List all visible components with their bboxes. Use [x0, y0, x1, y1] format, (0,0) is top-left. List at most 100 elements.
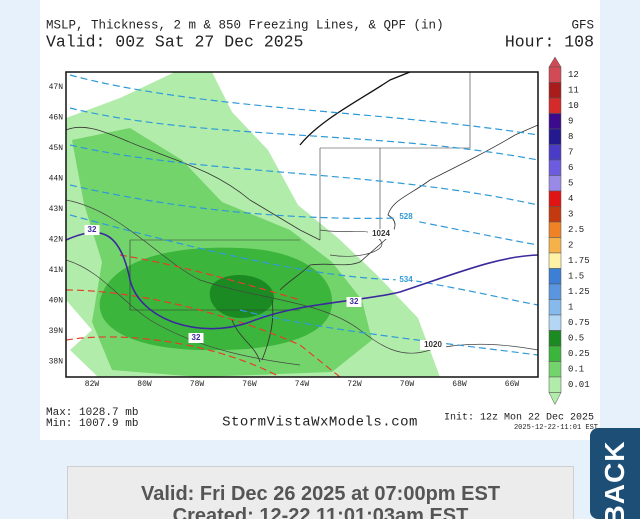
lon-label: 70W	[400, 380, 415, 389]
colorbar-label: 9	[568, 117, 573, 127]
freezing-line	[65, 289, 341, 378]
colorbar-swatch	[548, 206, 562, 223]
map-label: 32	[350, 297, 359, 306]
colorbar-label: 1.5	[568, 272, 584, 282]
lat-label: 44N	[49, 175, 64, 184]
freezing-line-850	[65, 231, 539, 330]
colorbar-swatch	[548, 190, 562, 207]
lon-label: 74W	[295, 380, 310, 389]
colorbar-swatch	[548, 299, 562, 316]
label-box	[84, 225, 100, 235]
info-box: Valid: Fri Dec 26 2025 at 07:00pm EST Cr…	[67, 466, 574, 519]
thickness-line	[69, 74, 539, 136]
colorbar-swatch	[548, 66, 562, 83]
colorbar-label: 0.25	[568, 349, 590, 359]
freezing-line	[119, 254, 301, 301]
lat-label: 40N	[49, 297, 64, 306]
border	[299, 71, 411, 146]
label-box	[395, 212, 417, 222]
model-name: GFS	[571, 18, 594, 32]
map-label: 32	[88, 225, 97, 234]
border	[65, 126, 321, 241]
label-box	[420, 340, 446, 350]
colorbar-label: 0.01	[568, 380, 590, 390]
colorbar-label: 0.75	[568, 318, 590, 328]
lon-label: 66W	[505, 380, 520, 389]
colorbar-swatch	[548, 144, 562, 161]
colorbar-swatch	[548, 330, 562, 347]
qpf-area	[209, 274, 274, 318]
colorbar-swatch	[548, 175, 562, 192]
label-box	[188, 333, 204, 343]
thickness-line	[69, 107, 539, 161]
colorbar-swatch	[548, 361, 562, 378]
back-button[interactable]: BACK	[590, 428, 640, 519]
colorbar-swatch	[548, 252, 562, 269]
site-name: StormVistaWxModels.com	[222, 415, 418, 431]
colorbar-swatch	[548, 314, 562, 331]
colorbar-swatch	[548, 221, 562, 238]
isobar	[319, 229, 383, 257]
coastlines	[65, 71, 539, 363]
lat-label: 39N	[49, 327, 64, 336]
min-pressure: Min: 1007.9 mb	[46, 418, 138, 430]
colorbar-label: 1	[568, 303, 573, 313]
colorbar-label: 10	[568, 101, 579, 111]
lat-label: 45N	[49, 144, 64, 153]
colorbar-label: 1.75	[568, 256, 590, 266]
colorbar: 12 11 10 9 8 7 6 5 4 3 2.5 2 1.75 1.5 1.25 1 0.75 0.5 0.25…	[548, 56, 590, 406]
colorbar-label: 2	[568, 241, 573, 251]
label-box	[346, 297, 362, 307]
colorbar-label: 0.1	[568, 365, 584, 375]
coastline	[231, 299, 274, 363]
info-valid: Valid: Fri Dec 26 2025 at 07:00pm EST	[140, 483, 501, 505]
colorbar-swatch	[548, 97, 562, 114]
colorbar-swatch	[548, 128, 562, 145]
map-label: 32	[192, 333, 201, 342]
lon-label: 68W	[452, 380, 467, 389]
state-lines	[129, 72, 471, 311]
map: 528 534 1024 1020 32 32 32	[65, 71, 539, 378]
info-created: Created: 12-22 11:01:03am EST	[172, 505, 469, 519]
map-labels: 528 534 1024 1020 32 32 32	[84, 212, 446, 350]
colorbar-label: 5	[568, 179, 573, 189]
map-label: 534	[399, 275, 413, 284]
thickness-line	[69, 184, 539, 246]
map-frame	[65, 71, 539, 378]
colorbar-swatch	[548, 283, 562, 300]
colorbar-label: 0.5	[568, 334, 584, 344]
lon-label: 80W	[137, 380, 152, 389]
colorbar-swatch	[548, 268, 562, 285]
thickness-lines	[69, 74, 539, 356]
freezing-line	[65, 336, 281, 378]
map-label: 1020	[424, 340, 442, 349]
colorbar-label: 6	[568, 163, 573, 173]
lon-label: 82W	[85, 380, 100, 389]
colorbar-label: 8	[568, 132, 573, 142]
thickness-line	[69, 144, 539, 206]
lat-label: 47N	[49, 83, 64, 92]
colorbar-swatch	[548, 237, 562, 254]
freezing-lines-2m	[65, 254, 341, 378]
colorbar-cap	[548, 392, 562, 406]
lat-label: 46N	[49, 114, 64, 123]
colorbar-swatch	[548, 345, 562, 362]
colorbar-label: 3	[568, 210, 573, 220]
back-label: BACK	[599, 440, 630, 519]
init-time: Init: 12z Mon 22 Dec 2025	[444, 412, 594, 424]
label-box	[368, 229, 394, 239]
colorbar-label: 4	[568, 194, 573, 204]
isobar	[65, 259, 301, 366]
lat-label: 42N	[49, 236, 64, 245]
colorbar-swatch	[548, 376, 562, 393]
colorbar-label: 11	[568, 86, 579, 96]
colorbar-swatch	[548, 113, 562, 130]
lon-label: 76W	[242, 380, 257, 389]
lat-label: 38N	[49, 358, 64, 367]
colorbar-label: 7	[568, 148, 573, 158]
timestamp: 2025-12-22-11:01 EST	[514, 424, 598, 432]
label-box	[395, 275, 417, 285]
colorbar-label: 1.25	[568, 287, 590, 297]
